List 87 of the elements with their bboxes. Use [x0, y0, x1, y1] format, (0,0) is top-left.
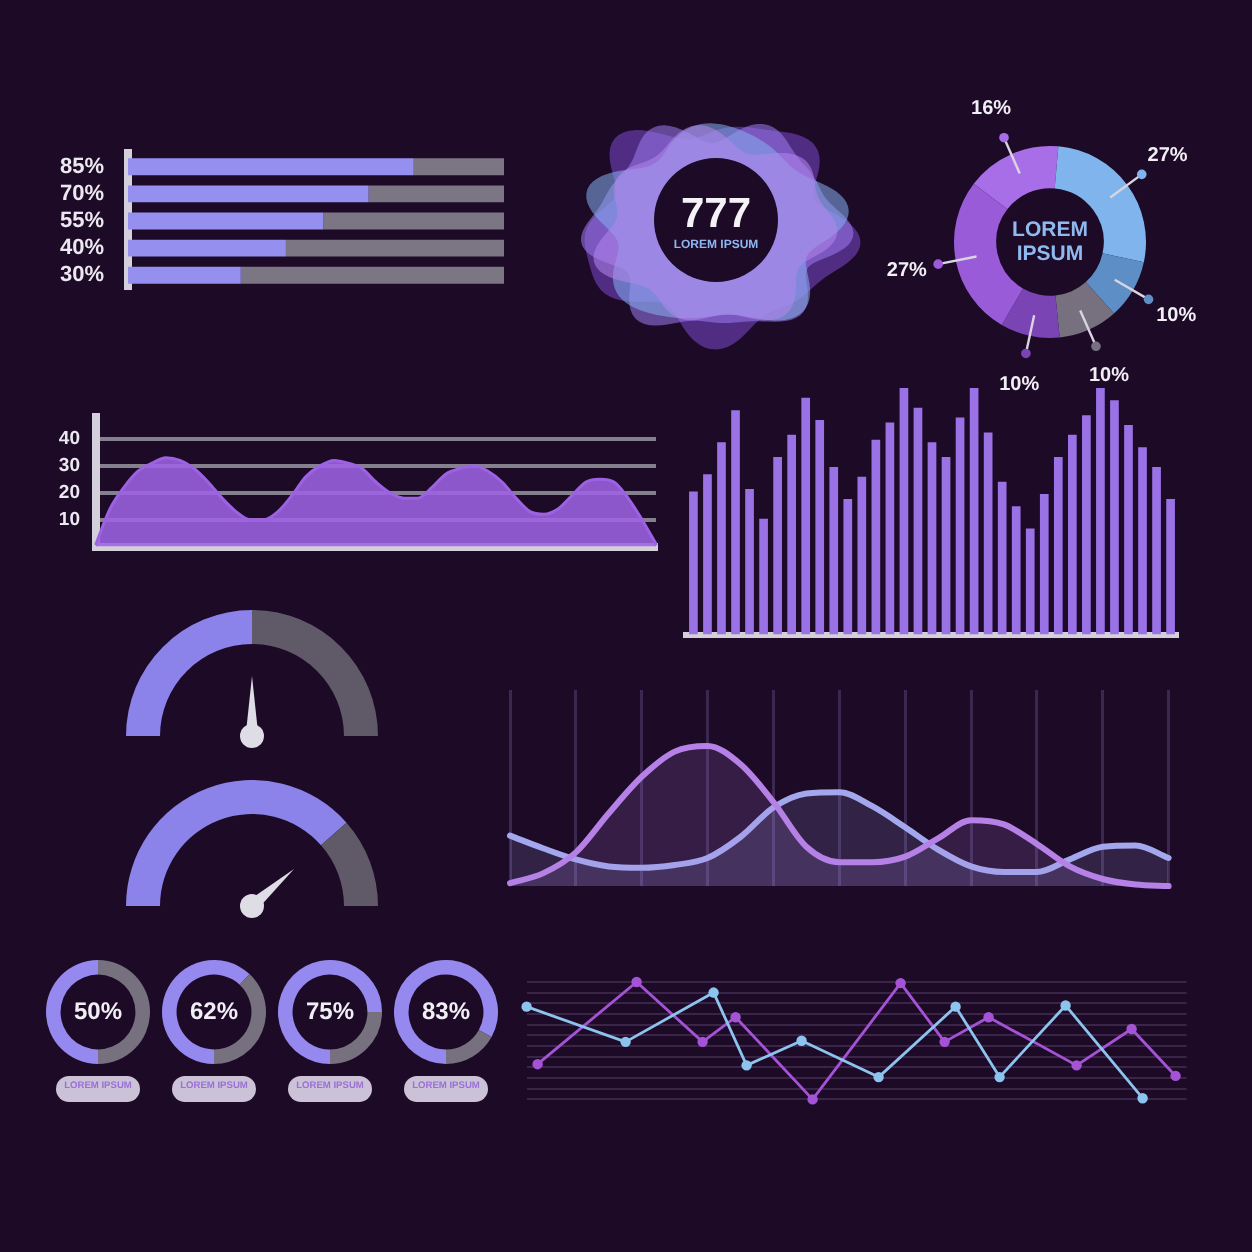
point [1126, 1023, 1137, 1035]
point [983, 1012, 994, 1023]
data-label: 27% [1147, 144, 1188, 167]
data-label: 75% [305, 996, 355, 1025]
bar [815, 420, 825, 635]
bar [787, 434, 797, 635]
data-label: 27% [886, 259, 928, 282]
bar [969, 388, 979, 635]
bar [128, 239, 286, 257]
point [1137, 1093, 1148, 1104]
bar [128, 158, 414, 176]
y-tick-label: 30% [59, 263, 105, 288]
point [620, 1036, 631, 1048]
point [939, 1036, 950, 1048]
point [994, 1071, 1005, 1083]
bar [1039, 494, 1049, 635]
bar [1110, 400, 1119, 635]
point [873, 1071, 884, 1083]
point [950, 1001, 961, 1012]
point [895, 977, 906, 989]
bar [927, 442, 937, 635]
bar [829, 466, 839, 635]
y-tick-label: 40% [59, 236, 105, 261]
bar [1011, 506, 1021, 635]
bar [899, 388, 909, 635]
data-label: 10% [1088, 365, 1130, 388]
point [807, 1094, 818, 1105]
bar [759, 518, 768, 635]
text: 777 [680, 191, 752, 237]
bar [955, 417, 965, 635]
data-label: 10% [999, 374, 1040, 397]
point [796, 1035, 807, 1046]
y-tick-label: 10 [58, 508, 80, 531]
data-label: 50% [73, 996, 123, 1025]
bar [857, 476, 867, 635]
point [697, 1036, 708, 1048]
point [521, 1001, 532, 1012]
y-tick-label: 70% [59, 181, 105, 206]
bar [871, 439, 881, 635]
bar [885, 422, 895, 635]
bar [1082, 415, 1091, 635]
bar [1152, 466, 1161, 635]
y-tick-label: 20 [58, 482, 80, 505]
y-tick-label: 55% [59, 209, 105, 234]
bar [1124, 424, 1133, 635]
point [532, 1058, 543, 1070]
bar [1025, 528, 1035, 635]
data-label: 16% [971, 97, 1012, 120]
bar [285, 239, 504, 257]
bar [1166, 498, 1175, 635]
point [1060, 1000, 1071, 1011]
bar [323, 212, 504, 230]
bar [128, 212, 324, 230]
bar [1138, 447, 1147, 635]
bar [703, 474, 712, 635]
data-label: 83% [421, 996, 471, 1025]
bar [801, 397, 811, 635]
bar [1067, 434, 1077, 635]
bar [983, 432, 993, 635]
y-tick-label: 85% [59, 154, 105, 179]
bar [773, 457, 782, 635]
point [741, 1060, 752, 1071]
data-label: 10% [1156, 304, 1197, 327]
bar [913, 407, 923, 635]
bar [997, 481, 1007, 635]
bar [843, 498, 853, 635]
bar [689, 491, 698, 635]
point [1170, 1070, 1181, 1082]
point [1071, 1060, 1082, 1071]
data-label: 62% [189, 996, 239, 1025]
bar [128, 185, 369, 203]
y-tick-label: 40 [58, 428, 80, 451]
bar [240, 266, 504, 284]
bar [941, 457, 951, 635]
bar [1053, 457, 1063, 635]
y-tick-label: 30 [58, 455, 80, 478]
point [708, 987, 719, 998]
bar [368, 185, 504, 203]
point [730, 1012, 741, 1023]
bar [128, 266, 241, 284]
bar [731, 410, 740, 635]
point [631, 976, 642, 988]
bar [745, 489, 754, 635]
bar [717, 442, 726, 635]
bar [1096, 388, 1105, 635]
bar [413, 158, 504, 176]
text: LOREM IPSUM [1012, 217, 1089, 266]
